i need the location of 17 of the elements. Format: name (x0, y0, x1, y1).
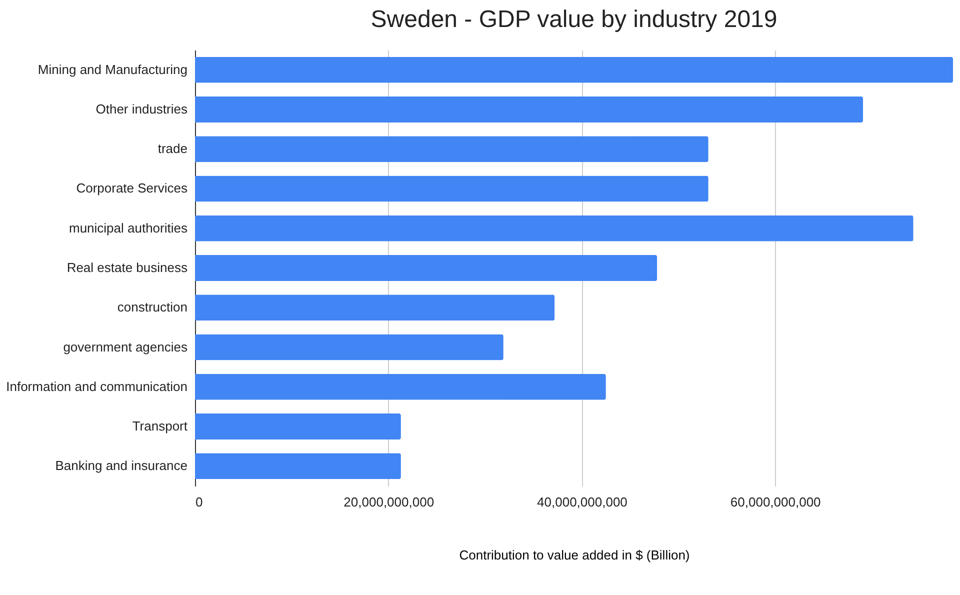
y-tick-label: Information and communication (6, 378, 188, 394)
chart-title: Sweden - GDP value by industry 2019 (370, 6, 778, 33)
x-tick-label: 60,000,000,000 (730, 494, 821, 510)
y-tick-label: construction (117, 300, 188, 315)
x-axis-title: Contribution to value added in $ (Billion) (459, 548, 690, 562)
x-tick-label: 20,000,000,000 (344, 494, 434, 510)
y-tick-label: Other industries (96, 101, 188, 116)
y-tick-label: municipal authorities (68, 220, 188, 236)
y-tick-label: Mining and Manufacturing (38, 62, 188, 77)
y-tick-label: Real estate business (66, 260, 188, 275)
x-tick-label: 40,000,000,000 (537, 494, 628, 510)
y-tick-label: trade (158, 141, 188, 156)
y-tick-label: Transport (132, 418, 188, 434)
y-tick-label: Corporate Services (76, 180, 188, 196)
y-tick-label: Banking and insurance (55, 458, 188, 474)
x-tick-label: 0 (196, 494, 203, 510)
y-tick-label: government agencies (63, 339, 188, 354)
